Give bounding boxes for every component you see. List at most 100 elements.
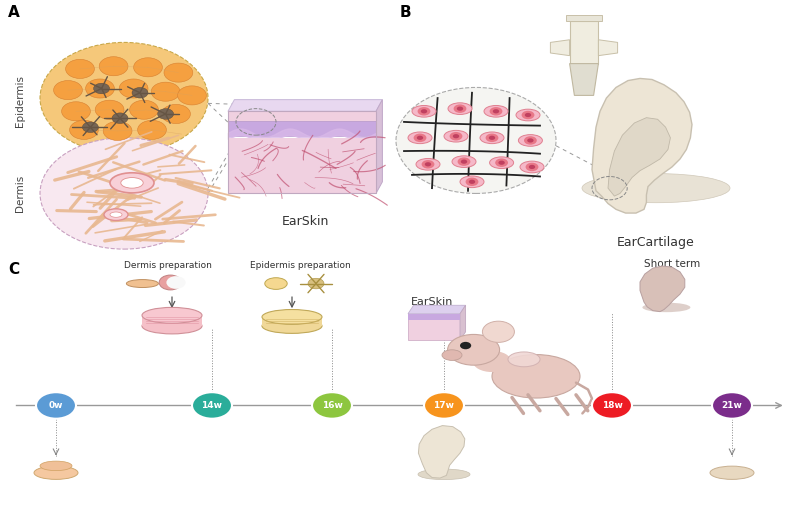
Ellipse shape (492, 355, 580, 398)
Circle shape (418, 107, 430, 116)
Circle shape (498, 161, 505, 165)
Circle shape (453, 134, 459, 138)
Ellipse shape (416, 158, 440, 170)
Ellipse shape (582, 174, 730, 202)
Circle shape (489, 136, 495, 140)
Polygon shape (228, 137, 376, 193)
Circle shape (70, 120, 98, 139)
Ellipse shape (484, 105, 508, 117)
Ellipse shape (452, 156, 476, 167)
Circle shape (94, 83, 110, 94)
Polygon shape (570, 64, 598, 95)
Circle shape (460, 342, 471, 349)
Ellipse shape (518, 135, 542, 146)
Circle shape (524, 136, 537, 145)
Polygon shape (228, 121, 376, 136)
Circle shape (119, 79, 148, 98)
Circle shape (62, 102, 90, 121)
Circle shape (166, 276, 186, 289)
Text: A: A (8, 5, 20, 20)
Text: 21w: 21w (722, 401, 742, 410)
Text: 14w: 14w (202, 401, 222, 410)
Circle shape (159, 275, 182, 290)
Ellipse shape (460, 176, 484, 188)
Text: 18w: 18w (602, 401, 622, 410)
Circle shape (192, 392, 232, 419)
Circle shape (308, 278, 324, 289)
Circle shape (417, 136, 423, 140)
Circle shape (450, 132, 462, 140)
Text: Dermis: Dermis (15, 175, 25, 212)
Circle shape (95, 100, 124, 119)
Circle shape (482, 321, 514, 342)
Polygon shape (228, 111, 376, 121)
Ellipse shape (412, 105, 436, 117)
Circle shape (493, 109, 499, 113)
Ellipse shape (262, 310, 322, 324)
Circle shape (158, 109, 174, 119)
Ellipse shape (142, 307, 202, 323)
Ellipse shape (444, 130, 468, 142)
Circle shape (112, 113, 128, 123)
Circle shape (712, 392, 752, 419)
Polygon shape (550, 40, 570, 56)
Text: B: B (400, 5, 412, 20)
Circle shape (454, 104, 466, 113)
Ellipse shape (110, 212, 122, 217)
Circle shape (103, 121, 132, 140)
Circle shape (86, 79, 114, 98)
Circle shape (178, 86, 206, 105)
Ellipse shape (104, 209, 128, 220)
Circle shape (40, 42, 208, 154)
Polygon shape (598, 40, 618, 56)
Polygon shape (418, 426, 465, 478)
Polygon shape (142, 315, 202, 326)
Circle shape (99, 57, 128, 76)
Polygon shape (592, 78, 692, 213)
Circle shape (522, 111, 534, 119)
Ellipse shape (262, 319, 322, 333)
Circle shape (82, 122, 98, 132)
Circle shape (495, 158, 508, 167)
Text: Dermis preparation: Dermis preparation (124, 261, 212, 270)
Ellipse shape (40, 461, 72, 471)
Ellipse shape (448, 103, 472, 114)
Polygon shape (408, 314, 460, 340)
Polygon shape (408, 305, 466, 314)
Ellipse shape (265, 278, 287, 289)
Circle shape (527, 138, 534, 143)
Text: 16w: 16w (322, 401, 342, 410)
Polygon shape (262, 317, 322, 326)
Text: 17w: 17w (434, 401, 454, 410)
Text: EarSkin: EarSkin (282, 215, 329, 228)
Circle shape (457, 107, 463, 111)
Polygon shape (608, 118, 670, 196)
Ellipse shape (490, 157, 514, 169)
Circle shape (151, 82, 180, 101)
Circle shape (486, 134, 498, 142)
Circle shape (396, 87, 556, 193)
Circle shape (469, 180, 475, 184)
Circle shape (421, 109, 427, 113)
Circle shape (466, 178, 478, 186)
Ellipse shape (121, 178, 143, 188)
Text: EarSkin: EarSkin (411, 297, 453, 307)
Polygon shape (640, 266, 685, 312)
Circle shape (529, 165, 535, 169)
Polygon shape (408, 314, 460, 320)
Polygon shape (570, 21, 598, 64)
Ellipse shape (34, 466, 78, 479)
Circle shape (36, 392, 76, 419)
Circle shape (312, 392, 352, 419)
Circle shape (592, 392, 632, 419)
Circle shape (461, 160, 467, 164)
Text: C: C (8, 262, 19, 277)
Ellipse shape (142, 318, 202, 334)
Circle shape (490, 107, 502, 116)
Circle shape (414, 134, 426, 142)
Circle shape (130, 100, 158, 119)
Ellipse shape (418, 469, 470, 480)
Circle shape (54, 81, 82, 100)
Ellipse shape (448, 334, 499, 365)
Polygon shape (376, 100, 382, 193)
